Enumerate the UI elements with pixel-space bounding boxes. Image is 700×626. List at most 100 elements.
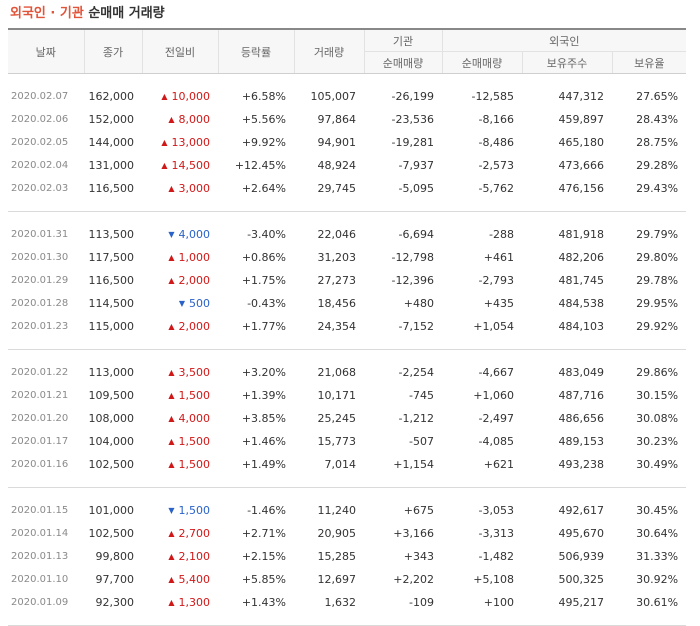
cell-close: 97,700 xyxy=(95,573,135,586)
cell-rate: +12.45% xyxy=(234,159,286,172)
cell-foreign-ratio: 30.08% xyxy=(636,412,679,425)
cell-foreign-hold: 482,206 xyxy=(558,251,605,264)
triangle-up-icon: ▲ xyxy=(168,391,175,400)
cell-foreign-ratio: 28.75% xyxy=(636,136,679,149)
change-value: 4,000 xyxy=(178,228,211,241)
group-divider xyxy=(8,614,687,626)
cell-date: 2020.01.10 xyxy=(11,574,69,585)
cell-close: 152,000 xyxy=(88,113,135,126)
title-volume-label: 순매매 거래량 xyxy=(88,6,165,21)
cell-foreign-net: -3,313 xyxy=(478,527,514,540)
cell-foreign-hold: 489,153 xyxy=(558,435,605,448)
triangle-up-icon: ▲ xyxy=(161,92,168,101)
cell-foreign-ratio: 29.80% xyxy=(636,251,679,264)
triangle-up-icon: ▲ xyxy=(168,322,175,331)
table-row: 2020.01.15 101,000 ▼ 1,500 -1.46% 11,240 +675 -… xyxy=(8,499,686,522)
change-value: 10,000 xyxy=(171,90,211,103)
cell-foreign-net: +100 xyxy=(483,596,514,609)
cell-foreign-hold: 473,666 xyxy=(558,159,605,172)
cell-date: 2020.01.22 xyxy=(11,367,69,378)
cell-change: ▼ 1,500 xyxy=(142,499,218,522)
cell-date: 2020.01.29 xyxy=(11,275,69,286)
cell-volume: 15,285 xyxy=(317,550,357,563)
cell-volume: 31,203 xyxy=(317,251,357,264)
triangle-up-icon: ▲ xyxy=(168,529,175,538)
change-value: 3,000 xyxy=(178,182,211,195)
cell-foreign-ratio: 29.43% xyxy=(636,182,679,195)
cell-foreign-net: +621 xyxy=(483,458,514,471)
cell-close: 116,500 xyxy=(88,274,135,287)
cell-rate: -1.46% xyxy=(247,504,286,517)
triangle-up-icon: ▲ xyxy=(168,115,175,124)
cell-rate: +1.77% xyxy=(241,320,286,333)
cell-date: 2020.01.13 xyxy=(11,551,69,562)
table-row: 2020.01.23 115,000 ▲ 2,000 +1.77% 24,354 -7,15… xyxy=(8,315,686,338)
title-investor-label: 외국인 · 기관 xyxy=(10,6,84,21)
cell-foreign-ratio: 29.86% xyxy=(636,366,679,379)
cell-foreign-net: -2,793 xyxy=(478,274,514,287)
change-value: 1,500 xyxy=(178,504,211,517)
triangle-up-icon: ▲ xyxy=(168,184,175,193)
investor-trading-table: 날짜 종가 전일비 등락률 거래량 기관 외국인 순매매량 순매매량 보유주수 … xyxy=(8,28,687,626)
cell-volume: 24,354 xyxy=(317,320,357,333)
cell-rate: +1.39% xyxy=(241,389,286,402)
cell-rate: +6.58% xyxy=(241,90,286,103)
cell-foreign-hold: 459,897 xyxy=(558,113,605,126)
group-spacer xyxy=(8,488,686,500)
cell-date: 2020.01.30 xyxy=(11,252,69,263)
cell-volume: 18,456 xyxy=(317,297,357,310)
cell-foreign-ratio: 31.33% xyxy=(636,550,679,563)
table-row: 2020.02.06 152,000 ▲ 8,000 +5.56% 97,864 -23,5… xyxy=(8,108,686,131)
triangle-down-icon: ▼ xyxy=(178,299,185,308)
cell-foreign-hold: 484,538 xyxy=(558,297,605,310)
col-header-change: 전일비 xyxy=(141,28,218,74)
cell-inst-net: +480 xyxy=(403,297,434,310)
cell-foreign-ratio: 30.15% xyxy=(636,389,679,402)
cell-rate: +1.75% xyxy=(241,274,286,287)
table-row: 2020.01.22 113,000 ▲ 3,500 +3.20% 21,068 -2,25… xyxy=(8,361,686,384)
change-value: 2,000 xyxy=(178,320,211,333)
cell-close: 108,000 xyxy=(88,412,135,425)
table-body: 2020.02.07 162,000 ▲ 10,000 +6.58% 105,007 -26… xyxy=(8,74,687,626)
section-title: 외국인 · 기관 순매매 거래량 xyxy=(10,2,165,26)
cell-foreign-net: -3,053 xyxy=(478,504,514,517)
triangle-up-icon: ▲ xyxy=(168,552,175,561)
cell-inst-net: -12,798 xyxy=(391,251,434,264)
cell-date: 2020.01.20 xyxy=(11,413,69,424)
cell-volume: 10,171 xyxy=(317,389,357,402)
cell-foreign-net: +461 xyxy=(483,251,514,264)
change-value: 4,000 xyxy=(178,412,211,425)
cell-rate: +0.86% xyxy=(241,251,286,264)
cell-close: 144,000 xyxy=(88,136,135,149)
col-group-foreign: 외국인 xyxy=(441,28,687,52)
cell-foreign-hold: 486,656 xyxy=(558,412,605,425)
cell-close: 102,500 xyxy=(88,527,135,540)
col-header-rate: 등락률 xyxy=(217,28,294,74)
change-value: 2,700 xyxy=(178,527,211,540)
cell-foreign-ratio: 29.78% xyxy=(636,274,679,287)
triangle-up-icon: ▲ xyxy=(168,276,175,285)
cell-foreign-net: -288 xyxy=(489,228,514,241)
cell-change: ▲ 5,400 xyxy=(142,568,218,591)
cell-date: 2020.01.23 xyxy=(11,321,69,332)
cell-foreign-hold: 487,716 xyxy=(558,389,605,402)
cell-rate: +1.49% xyxy=(241,458,286,471)
change-value: 1,000 xyxy=(178,251,211,264)
table-row: 2020.01.21 109,500 ▲ 1,500 +1.39% 10,171 -745 +… xyxy=(8,384,686,407)
cell-foreign-hold: 495,670 xyxy=(558,527,605,540)
cell-rate: -3.40% xyxy=(247,228,286,241)
cell-change: ▲ 2,000 xyxy=(142,315,218,338)
cell-foreign-net: +1,054 xyxy=(473,320,514,333)
cell-foreign-ratio: 27.65% xyxy=(636,90,679,103)
cell-volume: 12,697 xyxy=(317,573,357,586)
cell-inst-net: +1,154 xyxy=(393,458,434,471)
table-row: 2020.01.10 97,700 ▲ 5,400 +5.85% 12,697 +2,202… xyxy=(8,568,686,591)
cell-change: ▼ 500 xyxy=(142,292,218,315)
cell-volume: 105,007 xyxy=(310,90,357,103)
cell-change: ▲ 3,000 xyxy=(142,177,218,200)
change-value: 13,000 xyxy=(171,136,211,149)
cell-volume: 7,014 xyxy=(324,458,357,471)
cell-rate: -0.43% xyxy=(247,297,286,310)
cell-date: 2020.01.28 xyxy=(11,298,69,309)
cell-foreign-net: -4,085 xyxy=(478,435,514,448)
